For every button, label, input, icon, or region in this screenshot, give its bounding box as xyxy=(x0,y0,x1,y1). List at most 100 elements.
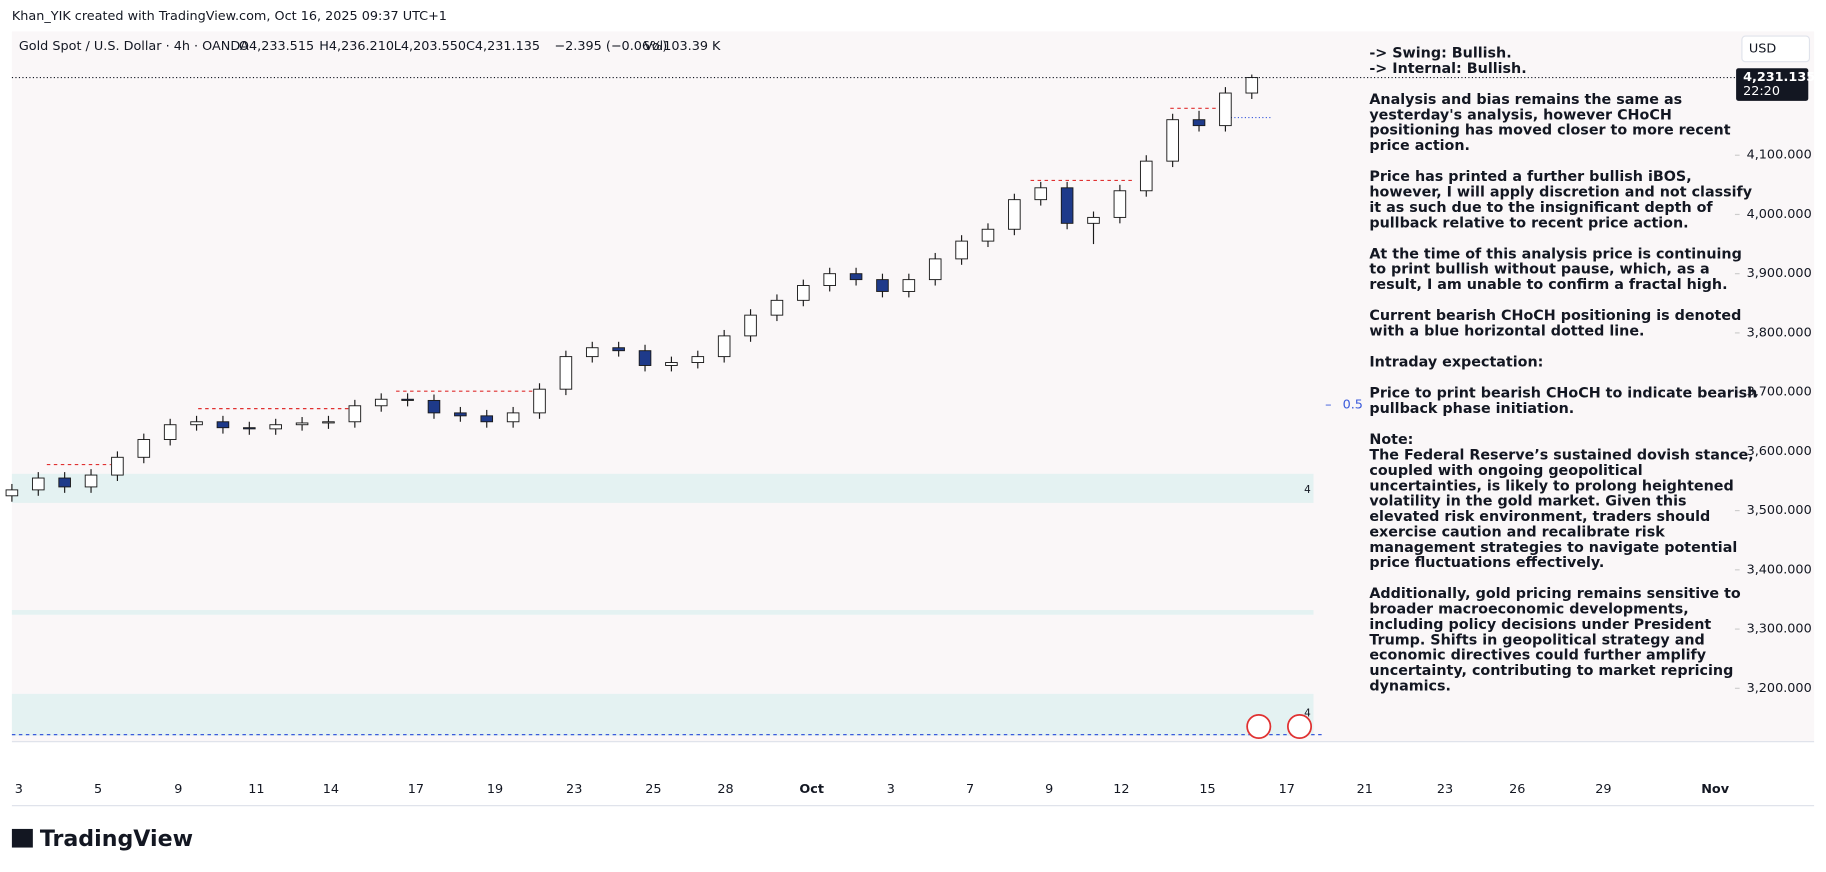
zone-label: 4 xyxy=(1304,484,1311,496)
currency-button[interactable] xyxy=(1741,35,1811,63)
price-label-box xyxy=(1736,68,1809,101)
x-tick-label: 11 xyxy=(248,782,264,797)
candle-body xyxy=(585,347,599,358)
zone-label: 4 xyxy=(1304,708,1311,720)
x-tick-label: Oct xyxy=(799,782,824,797)
currency: USD xyxy=(1749,41,1776,56)
candle-body xyxy=(401,398,414,401)
candle-body xyxy=(137,439,151,458)
annotation-line: price fluctuations effectively. xyxy=(1369,555,1604,571)
annotation-line: -> Swing: Bullish. xyxy=(1369,46,1511,62)
y-tick-label: 3,900.000 xyxy=(1747,266,1812,281)
ohlc: C4,231.135 xyxy=(466,39,540,54)
event-icon[interactable] xyxy=(1287,713,1313,739)
candle-body xyxy=(717,335,731,358)
annotation-line: positioning has moved closer to more rec… xyxy=(1369,123,1730,139)
y-tick-label: 3,500.000 xyxy=(1747,503,1812,518)
x-tick-label: 9 xyxy=(174,782,182,797)
candle-body xyxy=(1166,119,1179,162)
candle-body xyxy=(770,299,784,316)
annotation-line: result, I am unable to confirm a fractal… xyxy=(1369,277,1727,293)
fib-label: – xyxy=(1325,398,1331,413)
candle-body xyxy=(163,424,177,440)
candle-body xyxy=(190,421,203,426)
x-tick-label: 15 xyxy=(1199,782,1215,797)
annotation-line: however, I will apply discretion and not… xyxy=(1369,185,1752,201)
candle-body xyxy=(665,362,678,366)
zone xyxy=(11,693,1314,736)
annotation-line: Trump. Shifts in geopolitical strategy a… xyxy=(1369,632,1704,648)
price-label: 4,231.135 xyxy=(1743,70,1815,85)
ohlc: Vol103.39 K xyxy=(644,39,721,54)
zone xyxy=(11,610,1314,615)
candle-body xyxy=(269,424,282,430)
candle-body xyxy=(506,412,520,423)
candle-body xyxy=(823,273,836,286)
x-tick-label: 7 xyxy=(966,782,974,797)
ohlc: −2.395 (−0.06%) xyxy=(554,39,667,54)
y-tick-label: 3,800.000 xyxy=(1747,325,1812,340)
annotation-line: Price has printed a further bullish iBOS… xyxy=(1369,169,1691,185)
candle-body xyxy=(559,356,573,390)
candle-body xyxy=(1060,187,1074,224)
annotation-line: management strategies to navigate potent… xyxy=(1369,540,1737,556)
credit: Khan_YIK created with TradingView.com, O… xyxy=(12,9,447,24)
annotation-line: uncertainties, is likely to prolong heig… xyxy=(1369,478,1733,494)
annotation-line: broader macroeconomic developments, xyxy=(1369,602,1688,618)
candle-body xyxy=(216,421,230,429)
candle-body xyxy=(1192,119,1206,127)
annotation-line: exercise caution and recalibrate risk xyxy=(1369,524,1665,540)
candle-body xyxy=(1113,190,1127,218)
candle-body xyxy=(243,427,256,430)
x-tick-label: 26 xyxy=(1509,782,1525,797)
candle-body xyxy=(744,314,757,337)
x-tick-label: 29 xyxy=(1595,782,1611,797)
annotation-line: including policy decisions under Preside… xyxy=(1369,617,1711,633)
y-tick-label: 3,700.000 xyxy=(1747,385,1812,400)
annotation-line: uncertainty, contributing to market repr… xyxy=(1369,663,1733,679)
x-tick-label: 17 xyxy=(1279,782,1295,797)
x-tick-label: Nov xyxy=(1701,782,1730,797)
x-tick-label: 25 xyxy=(645,782,661,797)
candle-body xyxy=(454,412,467,417)
y-tick-label: 3,200.000 xyxy=(1747,681,1812,696)
x-tick-label: 5 xyxy=(94,782,102,797)
candle-body xyxy=(533,388,546,414)
countdown: 22:20 xyxy=(1743,84,1780,99)
annotation-line: Note: xyxy=(1369,432,1413,448)
annotation-line: to print bullish without pause, which, a… xyxy=(1369,262,1709,278)
x-tick-label: 9 xyxy=(1045,782,1053,797)
annotation-line: Current bearish CHoCH positioning is den… xyxy=(1369,308,1741,324)
candle-body xyxy=(374,398,388,407)
event-icon[interactable] xyxy=(1246,713,1272,739)
annotation-line: economic directives could further amplif… xyxy=(1369,648,1706,664)
candle-body xyxy=(84,474,98,488)
candle-body xyxy=(638,350,652,366)
x-tick-label: 17 xyxy=(408,782,424,797)
x-tick-label: 3 xyxy=(15,782,23,797)
x-tick-label: 19 xyxy=(487,782,503,797)
y-tick-label: 3,300.000 xyxy=(1747,622,1812,637)
ohlc: L4,203.550 xyxy=(394,39,466,54)
ohlc: H4,236.210 xyxy=(319,39,394,54)
candle-body xyxy=(1245,77,1259,94)
x-tick-label: 21 xyxy=(1357,782,1373,797)
zone xyxy=(11,473,1314,503)
brand: TradingView xyxy=(40,826,193,852)
candle-body xyxy=(1034,187,1048,201)
candle-body xyxy=(1219,92,1232,127)
candle-body xyxy=(876,279,889,292)
annotation-line: Price to print bearish CHoCH to indicate… xyxy=(1369,386,1757,402)
annotation-line: with a blue horizontal dotted line. xyxy=(1369,324,1644,340)
x-tick-label: 23 xyxy=(566,782,582,797)
candle-body xyxy=(111,456,124,476)
candle-body xyxy=(902,279,916,292)
annotation-line: Intraday expectation: xyxy=(1369,355,1543,371)
candle-body xyxy=(797,285,810,301)
candle-body xyxy=(1008,199,1021,230)
y-tick-label: 4,100.000 xyxy=(1747,148,1812,163)
logo-icon xyxy=(11,828,33,848)
annotation-line: pullback relative to recent price action… xyxy=(1369,215,1688,231)
annotation-line: it as such due to the insignificant dept… xyxy=(1369,200,1713,216)
